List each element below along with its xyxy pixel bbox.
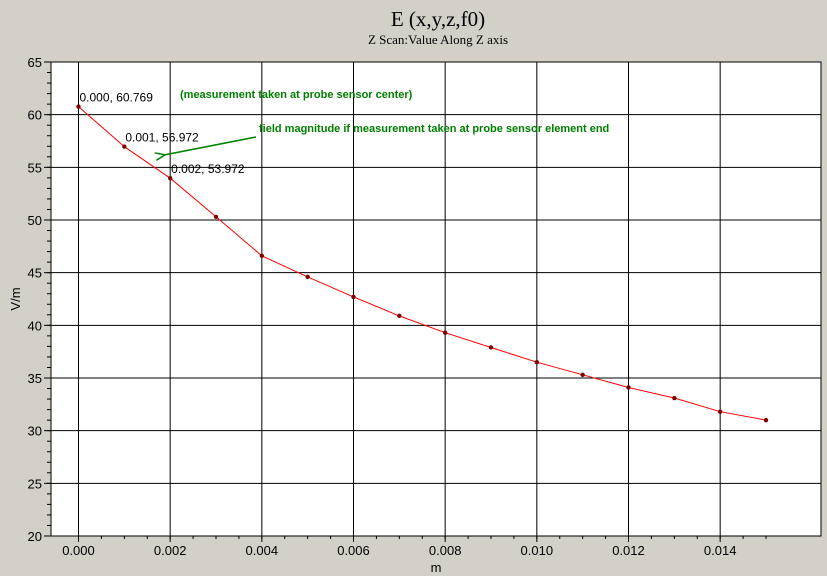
- chart-subtitle: Z Scan:Value Along Z axis: [368, 32, 508, 47]
- y-tick-label: 45: [28, 266, 42, 281]
- x-tick-label: 0.010: [521, 543, 554, 558]
- axis-ticks: [44, 61, 767, 542]
- data-point: [717, 409, 723, 414]
- y-axis-label: V/m: [8, 287, 23, 310]
- data-point: [351, 294, 356, 300]
- data-point: [259, 253, 265, 259]
- point-labels: 0.000, 60.769 0.001, 56.972 0.002, 53.972: [80, 91, 245, 177]
- data-point: [626, 385, 631, 390]
- y-tick-label: 60: [28, 108, 42, 123]
- data-point: [305, 274, 310, 280]
- data-point: [76, 104, 81, 109]
- x-axis-label: m: [431, 560, 442, 575]
- y-tick-label: 55: [28, 160, 42, 175]
- y-tick-label: 25: [28, 476, 42, 491]
- y-tick-label: 50: [28, 213, 42, 228]
- plot-area: [50, 61, 822, 537]
- y-tick-labels: 20 25 30 35 40 45 50 55 60 65: [28, 55, 42, 544]
- data-point: [488, 345, 494, 350]
- data-point: [534, 360, 540, 365]
- annotation-sensor-end: field magnitude if measurement taken at …: [259, 123, 609, 135]
- series-line: [78, 106, 767, 421]
- point-value-label: 0.002, 53.972: [171, 162, 245, 176]
- data-point: [763, 417, 769, 423]
- data-point: [580, 372, 585, 378]
- x-tick-label: 0.002: [154, 543, 187, 558]
- x-tick-label: 0.008: [429, 543, 462, 558]
- data-point: [167, 175, 173, 181]
- y-tick-label: 30: [28, 424, 42, 439]
- x-tick-label: 0.006: [337, 543, 370, 558]
- data-point: [397, 313, 402, 319]
- series-layer: [76, 104, 769, 423]
- annotations: (measurement taken at probe sensor cente…: [164, 89, 609, 155]
- y-tick-label: 65: [28, 55, 42, 70]
- chart-title: E (x,y,z,f0): [391, 7, 485, 31]
- y-tick-label: 40: [28, 318, 42, 333]
- point-value-label: 0.001, 56.972: [125, 131, 199, 145]
- x-tick-label: 0.000: [62, 543, 95, 558]
- grid-lines: [51, 61, 821, 537]
- data-point: [122, 144, 127, 149]
- x-tick-labels: 0.000 0.002 0.004 0.006 0.008 0.010 0.012 0.014: [62, 543, 736, 558]
- data-point: [213, 214, 219, 220]
- data-point: [442, 330, 448, 335]
- annotation-arrow: [164, 136, 257, 155]
- y-tick-label: 35: [28, 371, 42, 386]
- point-value-label: 0.000, 60.769: [80, 91, 154, 105]
- x-tick-label: 0.004: [246, 543, 279, 558]
- y-tick-label: 20: [28, 529, 42, 544]
- annotation-sensor-center: (measurement taken at probe sensor cente…: [180, 89, 413, 101]
- x-tick-label: 0.012: [612, 543, 645, 558]
- data-point: [672, 395, 677, 401]
- x-tick-label: 0.014: [704, 543, 737, 558]
